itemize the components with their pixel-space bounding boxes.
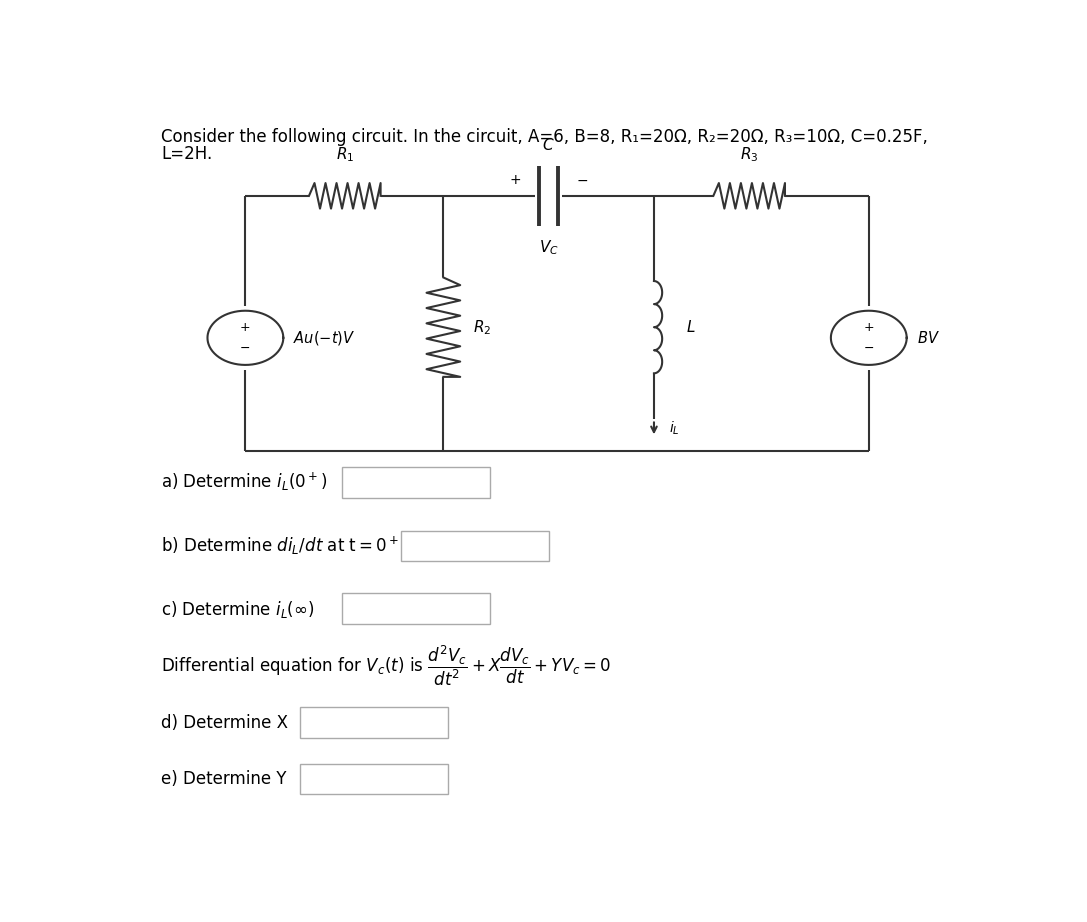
Text: $Au(-t)V$: $Au(-t)V$ [293, 329, 355, 347]
FancyBboxPatch shape [342, 467, 489, 498]
Text: L=2H.: L=2H. [161, 145, 212, 162]
FancyBboxPatch shape [401, 531, 549, 561]
FancyBboxPatch shape [300, 707, 448, 738]
FancyBboxPatch shape [342, 594, 489, 624]
Text: $R_2$: $R_2$ [473, 318, 491, 337]
Text: $i_L$: $i_L$ [670, 420, 679, 437]
Text: d) Determine X: d) Determine X [161, 714, 288, 732]
Text: a) Determine $i_L(0^+)$: a) Determine $i_L(0^+)$ [161, 471, 327, 493]
Text: $R_1$: $R_1$ [336, 145, 354, 164]
Text: −: − [240, 342, 251, 355]
Text: Consider the following circuit. In the circuit, A=6, B=8, R₁=20Ω, R₂=20Ω, R₃=10Ω: Consider the following circuit. In the c… [161, 128, 928, 147]
FancyBboxPatch shape [300, 763, 448, 795]
Text: $C$: $C$ [542, 137, 555, 153]
Text: $BV$: $BV$ [916, 330, 939, 346]
Text: $-$: $-$ [576, 173, 588, 187]
Text: $L$: $L$ [686, 319, 696, 336]
Text: Differential equation for $V_c(t)$ is $\dfrac{d^2V_c}{dt^2} + X\dfrac{dV_c}{dt} : Differential equation for $V_c(t)$ is $\… [161, 644, 611, 688]
Text: +: + [863, 321, 874, 334]
Text: b) Determine $di_L/dt$ at t$=0^+$: b) Determine $di_L/dt$ at t$=0^+$ [161, 535, 400, 557]
Text: −: − [863, 342, 874, 355]
Text: $+$: $+$ [509, 173, 521, 187]
Text: $R_3$: $R_3$ [740, 145, 759, 164]
Text: $V_C$: $V_C$ [539, 239, 559, 257]
Text: +: + [240, 321, 251, 334]
Text: c) Determine $i_L(\infty)$: c) Determine $i_L(\infty)$ [161, 598, 314, 620]
Text: e) Determine Y: e) Determine Y [161, 771, 287, 788]
